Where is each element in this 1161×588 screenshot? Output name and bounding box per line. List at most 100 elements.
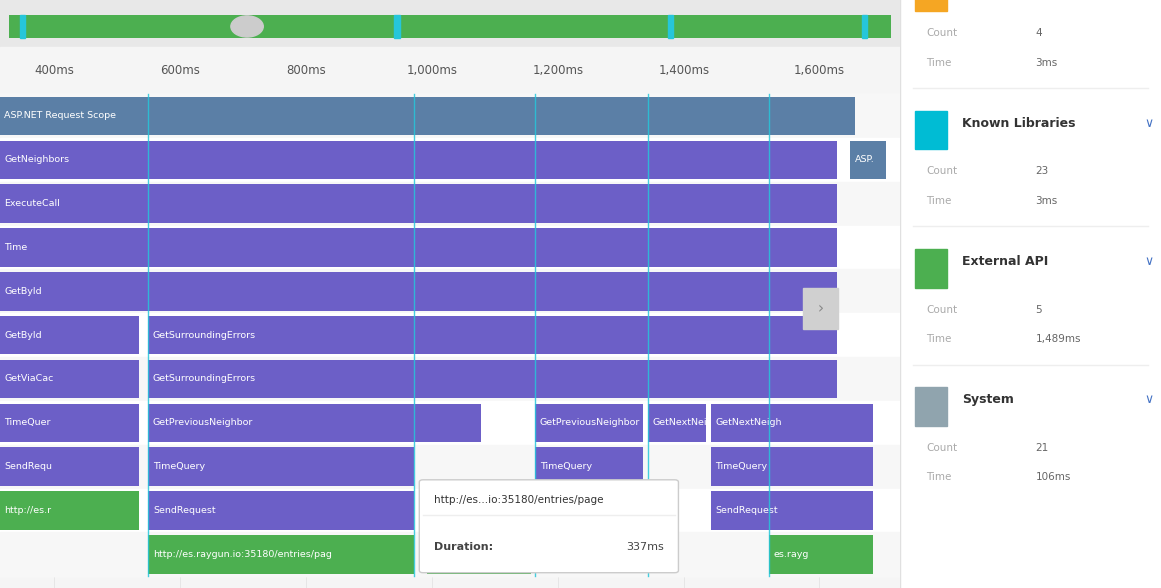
Text: GetPreviousNeighbor: GetPreviousNeighbor	[540, 418, 640, 427]
Text: SendRequ: SendRequ	[5, 462, 52, 471]
Bar	[850, 141, 886, 179]
Text: Count: Count	[926, 305, 957, 315]
Text: SendRequest: SendRequest	[153, 506, 216, 515]
Text: http://es...io:35180/entries/page: http://es...io:35180/entries/page	[434, 495, 604, 505]
Bar	[0, 313, 900, 357]
Text: ∨: ∨	[1144, 255, 1153, 268]
Text: GetSurroundingErrors: GetSurroundingErrors	[153, 330, 257, 340]
Bar	[0, 182, 900, 226]
Text: Duration:: Duration:	[434, 542, 492, 552]
Bar	[0, 272, 837, 310]
Text: TimeQuery: TimeQuery	[715, 462, 767, 471]
Text: ∨: ∨	[1144, 393, 1153, 406]
Bar	[0, 447, 139, 486]
Text: 1,200ms: 1,200ms	[532, 64, 584, 77]
Bar	[0, 0, 900, 47]
Bar	[535, 447, 643, 486]
Text: Time: Time	[926, 58, 951, 68]
Bar	[0, 532, 900, 576]
Bar	[861, 15, 867, 38]
Bar	[149, 360, 837, 398]
FancyBboxPatch shape	[419, 480, 678, 573]
Text: Time: Time	[5, 243, 28, 252]
Bar	[0, 269, 900, 313]
Bar	[711, 447, 873, 486]
Text: 106ms: 106ms	[1036, 472, 1070, 483]
Text: External API: External API	[962, 255, 1048, 268]
Text: 1,600ms: 1,600ms	[793, 64, 844, 77]
Text: Time: Time	[926, 196, 951, 206]
Text: 600ms: 600ms	[160, 64, 200, 77]
Bar	[0, 316, 139, 355]
Text: GetViaCac: GetViaCac	[5, 375, 53, 383]
Bar	[0, 94, 900, 138]
Text: GetNextNeigh: GetNextNeigh	[715, 418, 781, 427]
Text: 23: 23	[1036, 166, 1048, 176]
Text: ExecuteCall: ExecuteCall	[5, 199, 60, 208]
Text: Count: Count	[926, 166, 957, 176]
Text: ›: ›	[817, 301, 823, 316]
Text: GetById: GetById	[5, 330, 42, 340]
Bar	[427, 535, 531, 574]
Text: TimeQuery: TimeQuery	[540, 462, 592, 471]
Text: GetPreviousNeighbor: GetPreviousNeighbor	[153, 418, 253, 427]
Text: ∨: ∨	[1144, 117, 1153, 130]
Text: SendRequest: SendRequest	[715, 506, 778, 515]
Text: 5: 5	[1036, 305, 1043, 315]
Text: 3ms: 3ms	[1036, 58, 1058, 68]
Text: SendReque: SendReque	[540, 506, 593, 515]
Bar	[0, 185, 837, 223]
Bar	[535, 491, 643, 530]
Text: 1,489ms: 1,489ms	[1036, 334, 1081, 345]
Text: 3ms: 3ms	[1036, 196, 1058, 206]
Bar	[711, 491, 873, 530]
Text: TimeQuery: TimeQuery	[153, 462, 205, 471]
Text: http://es.ra: http://es.ra	[432, 550, 485, 559]
Text: es.rayg: es.rayg	[773, 550, 809, 559]
Bar	[648, 403, 706, 442]
Text: ASP.NET Request Scope: ASP.NET Request Scope	[5, 112, 116, 121]
Text: http://es.r: http://es.r	[5, 506, 51, 515]
Bar	[0, 360, 139, 398]
Bar	[0, 357, 900, 401]
Text: GetSurroundingErrors: GetSurroundingErrors	[153, 375, 257, 383]
Text: Time: Time	[926, 334, 951, 345]
Text: 800ms: 800ms	[286, 64, 326, 77]
Bar	[149, 447, 413, 486]
Circle shape	[231, 16, 264, 37]
Text: 400ms: 400ms	[34, 64, 74, 77]
Bar	[770, 535, 873, 574]
Bar	[0, 489, 900, 532]
Bar	[149, 535, 413, 574]
Bar	[149, 403, 482, 442]
Bar	[9, 15, 890, 38]
Text: http://es.raygun.io:35180/entries/pag: http://es.raygun.io:35180/entries/pag	[153, 550, 332, 559]
Text: ASP.: ASP.	[854, 155, 874, 164]
Text: GetNextNei: GetNextNei	[652, 418, 707, 427]
Text: Known Libraries: Known Libraries	[962, 117, 1076, 130]
Bar	[0, 403, 139, 442]
Bar	[915, 387, 947, 426]
Bar	[0, 141, 837, 179]
Bar	[711, 403, 873, 442]
Text: 1,000ms: 1,000ms	[406, 64, 457, 77]
Text: 337ms: 337ms	[626, 542, 664, 552]
Text: 4: 4	[1036, 28, 1043, 38]
Bar	[395, 15, 399, 38]
Bar	[0, 47, 900, 94]
Text: 1,400ms: 1,400ms	[658, 64, 709, 77]
Text: System: System	[962, 393, 1015, 406]
Text: TimeQuer: TimeQuer	[5, 418, 51, 427]
Bar	[149, 316, 837, 355]
Bar	[149, 491, 413, 530]
Bar	[915, 249, 947, 288]
Text: Count: Count	[926, 28, 957, 38]
Bar	[0, 228, 837, 267]
Bar	[0, 401, 900, 445]
Bar	[668, 15, 673, 38]
Text: Count: Count	[926, 443, 957, 453]
Bar	[915, 0, 947, 11]
Bar	[915, 111, 947, 149]
Bar	[0, 491, 139, 530]
Bar	[0, 445, 900, 489]
